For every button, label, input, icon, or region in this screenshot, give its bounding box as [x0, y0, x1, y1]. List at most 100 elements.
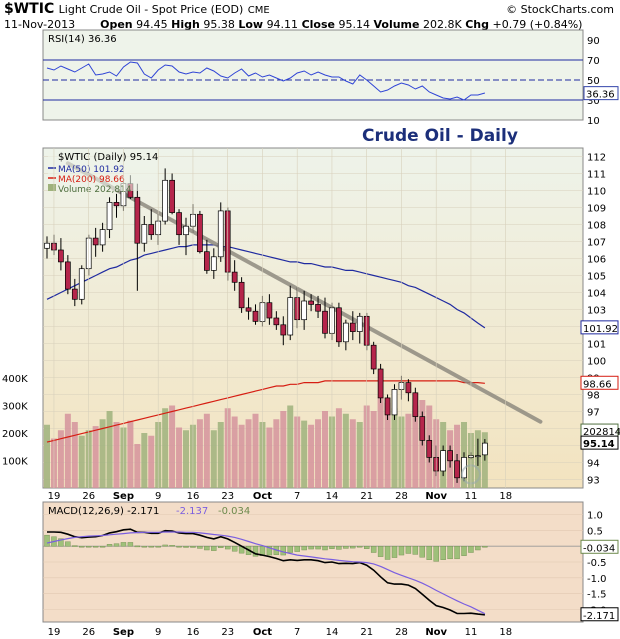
- candle-body: [482, 442, 488, 456]
- x-tick-label: 19: [48, 491, 61, 502]
- volume-label: Volume: [373, 18, 420, 31]
- macd-histogram-bar: [468, 546, 474, 553]
- candle-body: [370, 344, 377, 370]
- candle-body: [92, 237, 99, 246]
- macd-histogram-bar: [218, 546, 224, 548]
- price-last-value: 95.14: [583, 439, 615, 450]
- candle-body: [301, 300, 307, 321]
- macd-histogram-bar: [391, 546, 398, 558]
- macd-histogram-bar: [280, 546, 286, 556]
- macd-histogram-bar: [454, 546, 460, 560]
- candle-body: [322, 310, 328, 334]
- candle-body: [245, 307, 252, 312]
- price-last-value-box: [580, 320, 619, 335]
- volume-bar: [238, 424, 245, 488]
- x-tick-label-bottom: 14: [326, 627, 339, 638]
- price-tick-label: 100: [587, 357, 606, 368]
- price-tick-label: 106: [587, 255, 606, 266]
- price-last-value: 101.92: [583, 324, 618, 335]
- volume-legend: Volume 202,814: [58, 185, 132, 195]
- exchange: CME: [247, 5, 270, 16]
- macd-histogram-bar: [322, 546, 328, 551]
- macd-histogram-bar: [224, 546, 231, 550]
- candle-body: [134, 196, 141, 244]
- macd-histogram-bar: [440, 546, 446, 560]
- candle-body: [141, 224, 148, 244]
- macd-histogram-bar: [336, 546, 342, 550]
- macd-last-value: -2.171: [583, 611, 615, 622]
- candle-body: [266, 302, 273, 319]
- macd-legend-hist: -0.034: [218, 506, 250, 517]
- low-label: Low: [238, 18, 264, 31]
- x-tick-label-bottom: Sep: [113, 627, 134, 638]
- volume-bar: [280, 411, 287, 488]
- x-tick-label-bottom: 11: [465, 627, 478, 638]
- open-value: 94.45: [136, 18, 168, 31]
- macd-histogram-bar: [65, 541, 71, 547]
- macd-histogram-bar: [370, 546, 377, 553]
- macd-histogram-bar: [315, 546, 321, 550]
- quote-line: 11-Nov-2013 Open 94.45 High 95.38 Low 94…: [4, 18, 582, 31]
- x-tick-label-bottom: Nov: [425, 627, 447, 638]
- volume-value: 202.8K: [422, 18, 462, 31]
- volume-bar: [183, 430, 189, 488]
- volume-tick-label: 400K: [2, 374, 28, 385]
- price-last-value-box: [580, 375, 619, 390]
- macd-histogram-bar: [461, 546, 467, 556]
- ma200-line: [46, 380, 485, 443]
- price-last-value: 202814: [583, 427, 620, 438]
- x-tick-label: 18: [499, 491, 512, 502]
- x-tick-label-bottom: 9: [155, 627, 161, 638]
- volume-bar: [349, 419, 356, 488]
- volume-bar: [384, 402, 391, 488]
- price-tick-label: 103: [587, 306, 606, 317]
- macd-histogram-bar: [120, 542, 127, 547]
- x-tick-label: 11: [465, 491, 478, 502]
- volume-bar: [203, 413, 210, 488]
- macd-histogram-bar: [190, 546, 196, 548]
- volume-bar: [356, 422, 363, 488]
- macd-histogram-bar: [398, 546, 405, 556]
- macd-histogram-bar: [447, 546, 453, 560]
- price-tick-label: 112: [587, 153, 606, 164]
- candle-body: [426, 440, 433, 458]
- rsi-last-value-box: [583, 86, 619, 101]
- volume-legend-swatch: [48, 184, 56, 191]
- volume-bar: [370, 411, 377, 488]
- candle-body: [280, 324, 287, 336]
- candle-body: [475, 455, 481, 458]
- macd-histogram-bar: [364, 546, 370, 549]
- x-tick-label: 16: [187, 491, 200, 502]
- price-tick-label: 110: [587, 187, 606, 198]
- price-last-value: 98.66: [583, 379, 612, 390]
- macd-legend-signal: -2.137: [176, 506, 208, 517]
- candle-body: [58, 249, 64, 263]
- volume-tick-label: 200K: [2, 429, 28, 440]
- candle-body: [162, 179, 168, 222]
- rsi-panel: [42, 29, 584, 121]
- volume-bar: [113, 422, 120, 488]
- macd-histogram-bar: [377, 546, 384, 557]
- volume-bar: [308, 424, 315, 488]
- candle-body: [419, 416, 426, 441]
- macd-histogram-bar: [343, 546, 349, 549]
- candle-body: [308, 300, 314, 305]
- price-legend-bg: [48, 151, 158, 191]
- candle-body: [454, 460, 460, 479]
- macd-histogram-bar: [148, 546, 154, 548]
- volume-bar: [273, 419, 280, 488]
- volume-bar: [176, 427, 183, 488]
- rsi-tick-label: 50: [587, 76, 600, 87]
- candle-body: [447, 450, 453, 462]
- volume-bar: [141, 433, 148, 488]
- volume-bar: [301, 420, 308, 488]
- candle-body: [336, 307, 342, 343]
- macd-histogram-bar: [113, 543, 120, 547]
- price-tick-label: 109: [587, 204, 606, 215]
- candle-body: [391, 389, 398, 416]
- candle-body: [64, 261, 71, 290]
- macd-histogram-bar: [141, 546, 148, 548]
- volume-bar: [78, 435, 85, 488]
- price-tick-label: 108: [587, 221, 606, 232]
